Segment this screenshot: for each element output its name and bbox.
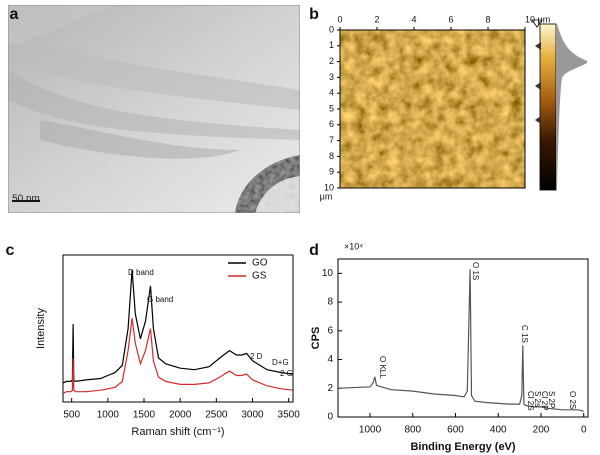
x-tick-label: 3000 [241,410,264,421]
panel-label: c [6,242,15,259]
y-tick-label: 6 [329,119,334,129]
y-tick-label: 10 [322,268,334,279]
x-tick-label: 400 [490,425,507,436]
annotation: O 1S [471,262,480,280]
panel-label: b [309,6,319,23]
x-tick-label: 800 [404,425,421,436]
y-multiplier: ×10⁴ [344,241,363,251]
annotation: C 1S [520,325,529,343]
x-axis-label: Raman shift (cm⁻¹) [131,426,224,438]
y-tick-label: 0 [327,412,333,423]
series-line [62,269,294,384]
x-tick-label: 0 [337,14,342,24]
y-tick-label: 2 [329,56,334,66]
panel-label: d [309,242,319,259]
x-axis-label: Binding Energy (eV) [410,441,515,453]
x-tick-label: 3500 [278,410,301,421]
annotation: Cl 2S [526,391,535,411]
scale-bar-label: 50 nm [12,194,40,205]
annotation: S 2s [533,391,542,407]
x-tick-label: 2000 [169,410,192,421]
x-tick-label: 600 [447,425,464,436]
x-tick-label: 0 [581,425,587,436]
annotation: 2 G [280,369,293,378]
y-tick-label: 5 [329,103,334,113]
annotation: D band [128,268,154,277]
color-bar [531,19,588,191]
annotation: D+G [272,358,289,367]
y-tick-label: 7 [329,135,334,145]
annotation: O 2S [568,391,577,409]
x-tick-label: 1000 [359,425,382,436]
x-tick-label: 1500 [133,410,156,421]
legend-label: GO [252,258,268,269]
y-unit-label: μm [320,191,333,201]
x-tick-label: 10 μm [525,14,550,24]
x-tick-label: 2 [374,14,379,24]
annotation: S 2P [547,391,556,408]
y-tick-label: 9 [329,167,334,177]
plot-frame [62,254,294,403]
y-tick-label: 6 [327,325,333,336]
y-tick-label: 4 [327,354,333,365]
series-line [62,318,294,394]
x-tick-label: 200 [533,425,550,436]
annotation: Cl 2P [540,391,549,411]
y-tick-label: 3 [329,72,334,82]
x-tick-label: 500 [63,410,80,421]
y-tick-label: 0 [329,24,334,34]
annotation: G band [147,295,173,304]
x-tick-label: 6 [448,14,453,24]
x-tick-label: 1000 [97,410,120,421]
series-line [337,269,584,412]
y-tick-label: 8 [329,151,334,161]
y-tick-label: 8 [327,297,333,308]
y-tick-label: 10 [324,182,334,192]
y-tick-label: 1 [329,40,334,50]
y-tick-label: 2 [327,383,333,394]
legend-label: GS [252,271,267,282]
annotation: O KLL [378,356,387,379]
y-tick-label: 4 [329,88,334,98]
afm-image [339,29,526,189]
tem-image [8,5,300,213]
panel-label: a [10,6,19,23]
y-axis-label: Intensity [35,308,47,349]
annotation: 2 D [250,352,263,361]
y-axis-label: CPS [310,327,322,350]
plot-frame [337,258,589,418]
x-tick-label: 2500 [205,410,228,421]
x-tick-label: 8 [485,14,490,24]
x-tick-label: 4 [411,14,416,24]
